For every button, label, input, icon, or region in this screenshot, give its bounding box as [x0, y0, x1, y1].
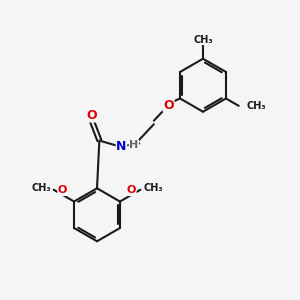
Text: N: N	[116, 140, 127, 153]
Text: CH₃: CH₃	[246, 101, 266, 111]
Text: CH₃: CH₃	[193, 34, 213, 45]
Text: O: O	[58, 185, 67, 196]
Text: H: H	[129, 140, 139, 150]
Text: O: O	[86, 109, 97, 122]
Text: O: O	[163, 99, 174, 112]
Text: O: O	[127, 185, 136, 196]
Text: CH₃: CH₃	[143, 183, 163, 193]
Text: CH₃: CH₃	[31, 183, 51, 193]
